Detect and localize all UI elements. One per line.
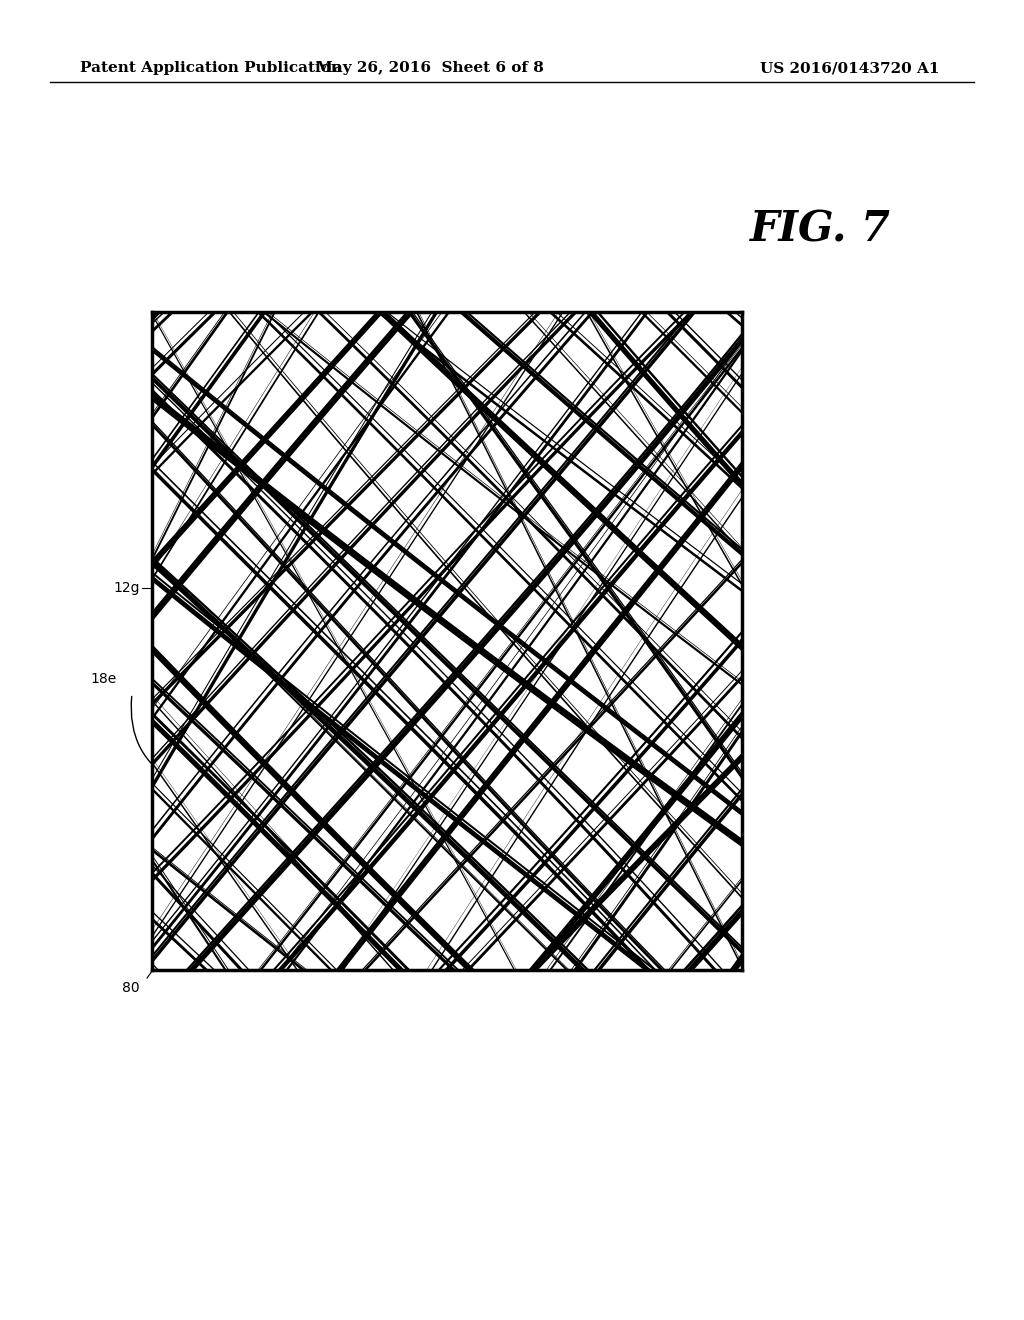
Text: 18e: 18e [91, 672, 117, 685]
Text: 12g: 12g [114, 581, 140, 595]
Text: US 2016/0143720 A1: US 2016/0143720 A1 [760, 61, 939, 75]
Text: May 26, 2016  Sheet 6 of 8: May 26, 2016 Sheet 6 of 8 [316, 61, 544, 75]
Text: Patent Application Publication: Patent Application Publication [80, 61, 342, 75]
Text: FIG. 7: FIG. 7 [750, 209, 891, 251]
Text: 80: 80 [123, 981, 140, 995]
